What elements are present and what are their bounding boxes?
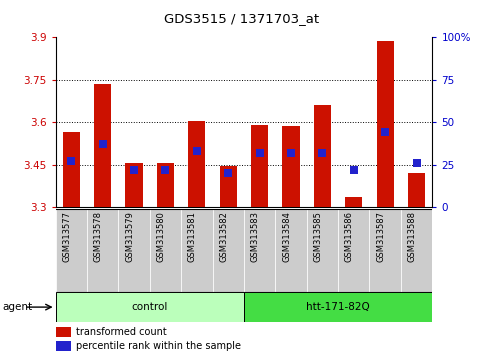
Bar [63,132,80,207]
Bar [118,209,150,292]
Text: GSM313581: GSM313581 [188,211,197,262]
Point [412,160,420,166]
Text: GSM313584: GSM313584 [282,211,291,262]
Bar [157,163,174,207]
Bar [56,292,244,322]
Point [193,148,201,154]
Text: GSM313580: GSM313580 [156,211,165,262]
Bar [338,209,369,292]
Bar [87,209,118,292]
Bar [150,209,181,292]
Text: GSM313578: GSM313578 [94,211,103,262]
Bar [126,163,142,207]
Bar [56,209,87,292]
Text: GSM313577: GSM313577 [62,211,71,262]
Text: GSM313582: GSM313582 [219,211,228,262]
Bar [314,105,331,207]
Point [68,158,75,164]
Bar [369,209,401,292]
Point [382,130,389,135]
Text: GSM313579: GSM313579 [125,211,134,262]
Point [256,150,264,155]
Bar [56,327,71,337]
Text: GSM313586: GSM313586 [345,211,354,262]
Bar [188,121,205,207]
Bar [307,209,338,292]
Bar [244,209,275,292]
Text: GDS3515 / 1371703_at: GDS3515 / 1371703_at [164,12,319,25]
Point [224,170,232,176]
Bar [408,173,425,207]
Point [161,167,170,172]
Bar [251,125,268,207]
Bar [56,341,71,351]
Text: percentile rank within the sample: percentile rank within the sample [76,341,242,351]
Bar [283,126,299,207]
Bar [275,209,307,292]
Text: transformed count: transformed count [76,327,167,337]
Text: control: control [131,302,168,312]
Bar [401,209,432,292]
Bar [213,209,244,292]
Bar [181,209,213,292]
Point [287,150,295,155]
Text: GSM313588: GSM313588 [408,211,416,262]
Point [130,167,138,172]
Bar [377,41,394,207]
Text: GSM313587: GSM313587 [376,211,385,262]
Bar [220,166,237,207]
Bar [94,84,111,207]
Text: GSM313585: GSM313585 [313,211,323,262]
Text: agent: agent [2,302,32,312]
Point [319,150,327,155]
Text: GSM313583: GSM313583 [251,211,260,262]
Point [99,141,107,147]
Point [350,167,357,172]
Bar [244,292,432,322]
Bar [345,197,362,207]
Text: htt-171-82Q: htt-171-82Q [306,302,370,312]
